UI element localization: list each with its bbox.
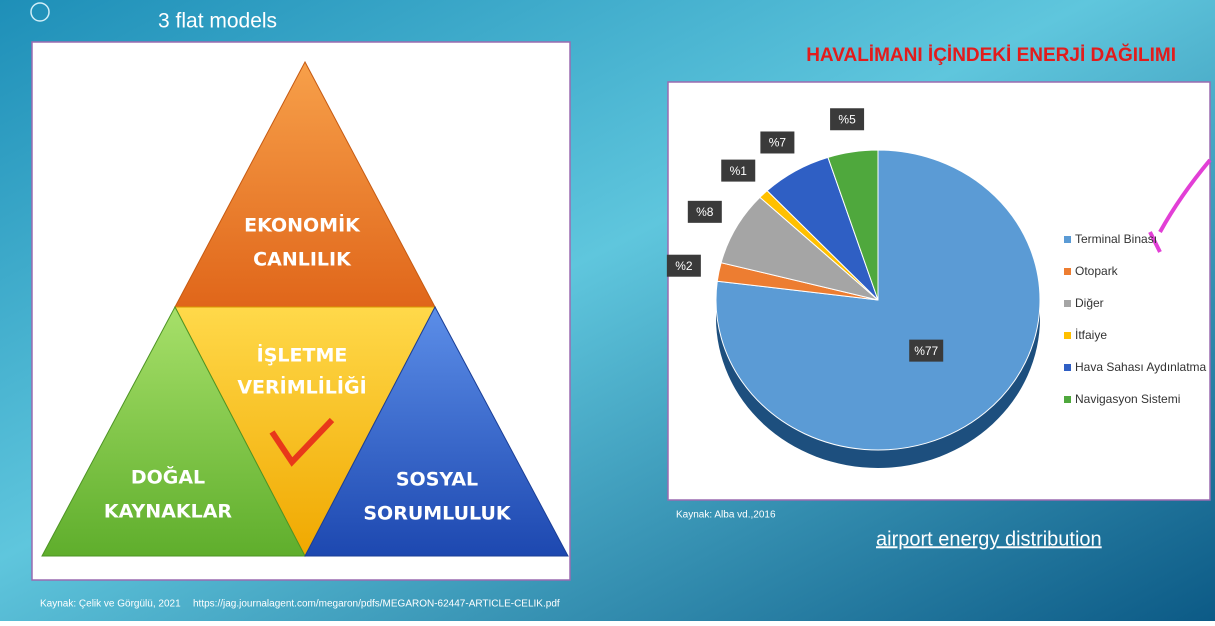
heading: 3 flat models [158,10,277,33]
data-label: %77 [914,344,938,358]
data-label: %8 [696,205,714,219]
decor [30,2,50,22]
diagram-label: SORUMLULUK [363,503,512,525]
diagram-label: İŞLETME [257,343,348,367]
legend-swatch [1064,396,1071,403]
footer-source: Kaynak: Çelik ve Görgülü, 2021 [40,599,181,610]
legend-label: Diğer [1075,296,1104,310]
legend-swatch [1064,300,1071,307]
chart-title: HAVALİMANI İÇİNDEKİ ENERJİ DAĞILIMI [806,44,1176,66]
data-label-box [830,108,865,131]
legend-swatch [1064,332,1071,339]
triangle-right [304,305,569,557]
data-label: %1 [730,164,748,178]
footer-url: https://jag.journalagent.com/megaron/pdf… [193,599,560,610]
data-label: %2 [675,259,693,273]
legend-label: Otopark [1075,264,1119,278]
legend-label: Navigasyon Sistemi [1075,392,1180,406]
chart-source: Kaynak: Alba vd.,2016 [676,510,776,521]
legend-label: Hava Sahası Aydınlatma [1075,360,1207,374]
data-label-box [666,254,701,277]
data-label-box [760,131,795,154]
diagram-label: EKONOMİK [244,213,361,237]
data-label-box [721,159,756,182]
triangle-left [41,305,306,557]
data-label-box [909,339,944,362]
legend-swatch [1064,268,1071,275]
data-label: %5 [838,112,856,126]
legend-swatch [1064,364,1071,371]
caption: airport energy distribution [876,528,1102,550]
legend-label: İtfaiye [1075,328,1107,342]
diagram-label: DOĞAL [131,465,205,489]
legend-swatch [1064,236,1071,243]
diagram-label: KAYNAKLAR [104,501,233,523]
check-mark [269,417,335,467]
legend-label: Terminal Binası [1075,232,1157,246]
check-mark [1158,158,1212,233]
data-label-box [687,200,722,223]
data-label: %7 [769,136,787,150]
diagram-label: SOSYAL [396,469,478,491]
pie-slice [827,149,879,301]
check-mark [1148,231,1162,253]
diagram-label: VERİMLİLİĞİ [237,375,366,399]
diagram-label: CANLILIK [253,249,352,271]
